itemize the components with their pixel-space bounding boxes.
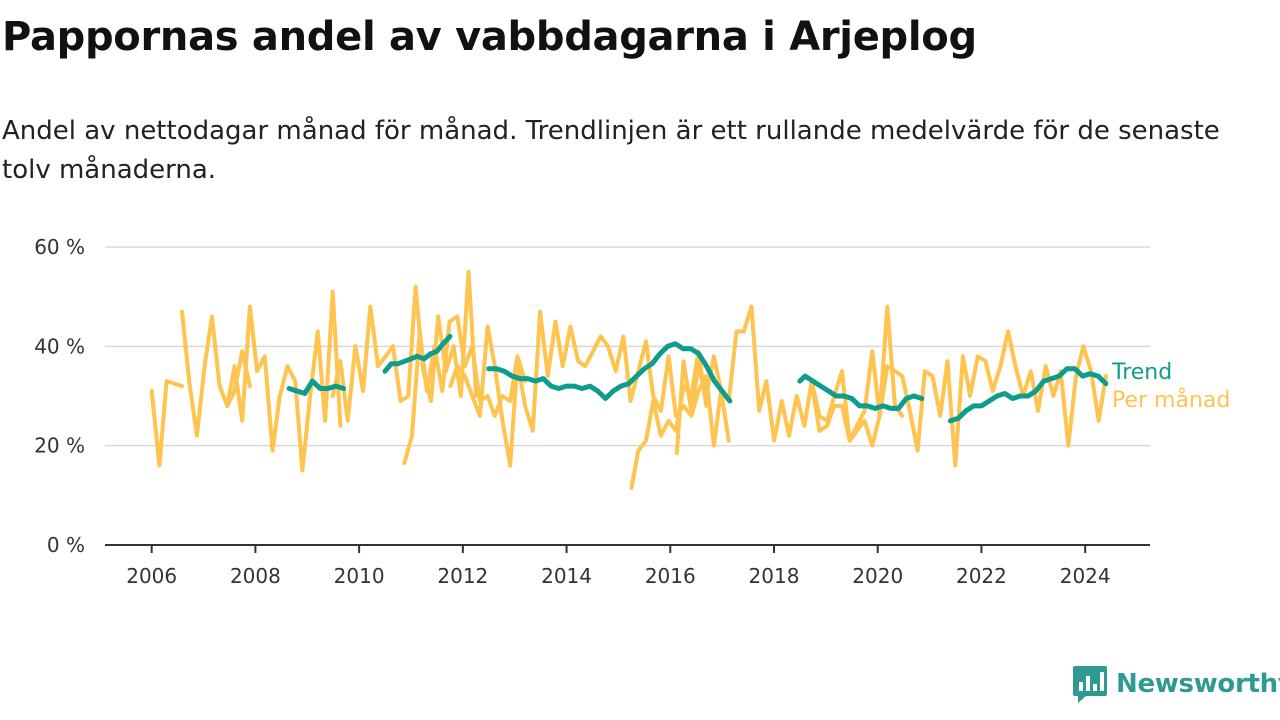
- series-per-manad: [149, 269, 1108, 490]
- series-line-segment: [382, 333, 453, 374]
- x-tick-label: 2012: [437, 564, 488, 588]
- series-line-segment: [286, 378, 347, 396]
- series-line-segment: [947, 366, 1109, 424]
- x-tick-label: 2020: [852, 564, 903, 588]
- chart-title: Pappornas andel av vabbdagarna i Arjeplo…: [2, 14, 977, 60]
- series-line-segment: [674, 304, 905, 456]
- x-tick-label: 2022: [956, 564, 1007, 588]
- series-line-segment: [486, 341, 733, 404]
- series-line-segment: [797, 373, 925, 411]
- x-axis: 2006 2008 2010 2012 2014 2016 2018 2020 2022 2024: [105, 544, 1150, 588]
- legend-per-manad: Per månad: [1112, 387, 1230, 413]
- x-tick-label: 2006: [126, 564, 177, 588]
- series-line-segment: [448, 309, 731, 468]
- x-tick-label: 2010: [334, 564, 385, 588]
- brand-name: Newsworthy: [1116, 669, 1280, 699]
- legend-trend: Trend: [1111, 360, 1172, 385]
- y-tick-label: 60 %: [34, 235, 85, 259]
- y-axis: 0 % 20 % 40 % 60 %: [34, 235, 85, 557]
- bar-chart-speech-bubble-icon: [1073, 666, 1107, 703]
- x-tick-label: 2024: [1060, 564, 1111, 588]
- y-tick-label: 0 %: [47, 533, 85, 557]
- series-line-segment: [330, 269, 479, 423]
- series-trend: [286, 333, 1109, 424]
- x-tick-label: 2018: [749, 564, 800, 588]
- series-line-segment: [225, 289, 343, 473]
- y-tick-label: 20 %: [34, 434, 85, 458]
- series-line-segment: [402, 314, 528, 466]
- x-tick-label: 2014: [541, 564, 592, 588]
- newsworthy-logo: Newsworthy: [1072, 664, 1280, 704]
- series-line-segment: [180, 309, 252, 438]
- line-chart: 2006 2008 2010 2012 2014 2016 2018 2020 2022 2024…: [34, 235, 1230, 588]
- series-line-segment: [810, 329, 1108, 468]
- x-tick-label: 2016: [645, 564, 696, 588]
- series-line-segment: [629, 349, 709, 490]
- chart-subtitle: Andel av nettodagar månad för månad. Tre…: [2, 116, 1220, 185]
- y-tick-label: 40 %: [34, 334, 85, 358]
- series-line-segment: [149, 379, 184, 468]
- grid-lines: [105, 246, 1150, 447]
- x-tick-label: 2008: [230, 564, 281, 588]
